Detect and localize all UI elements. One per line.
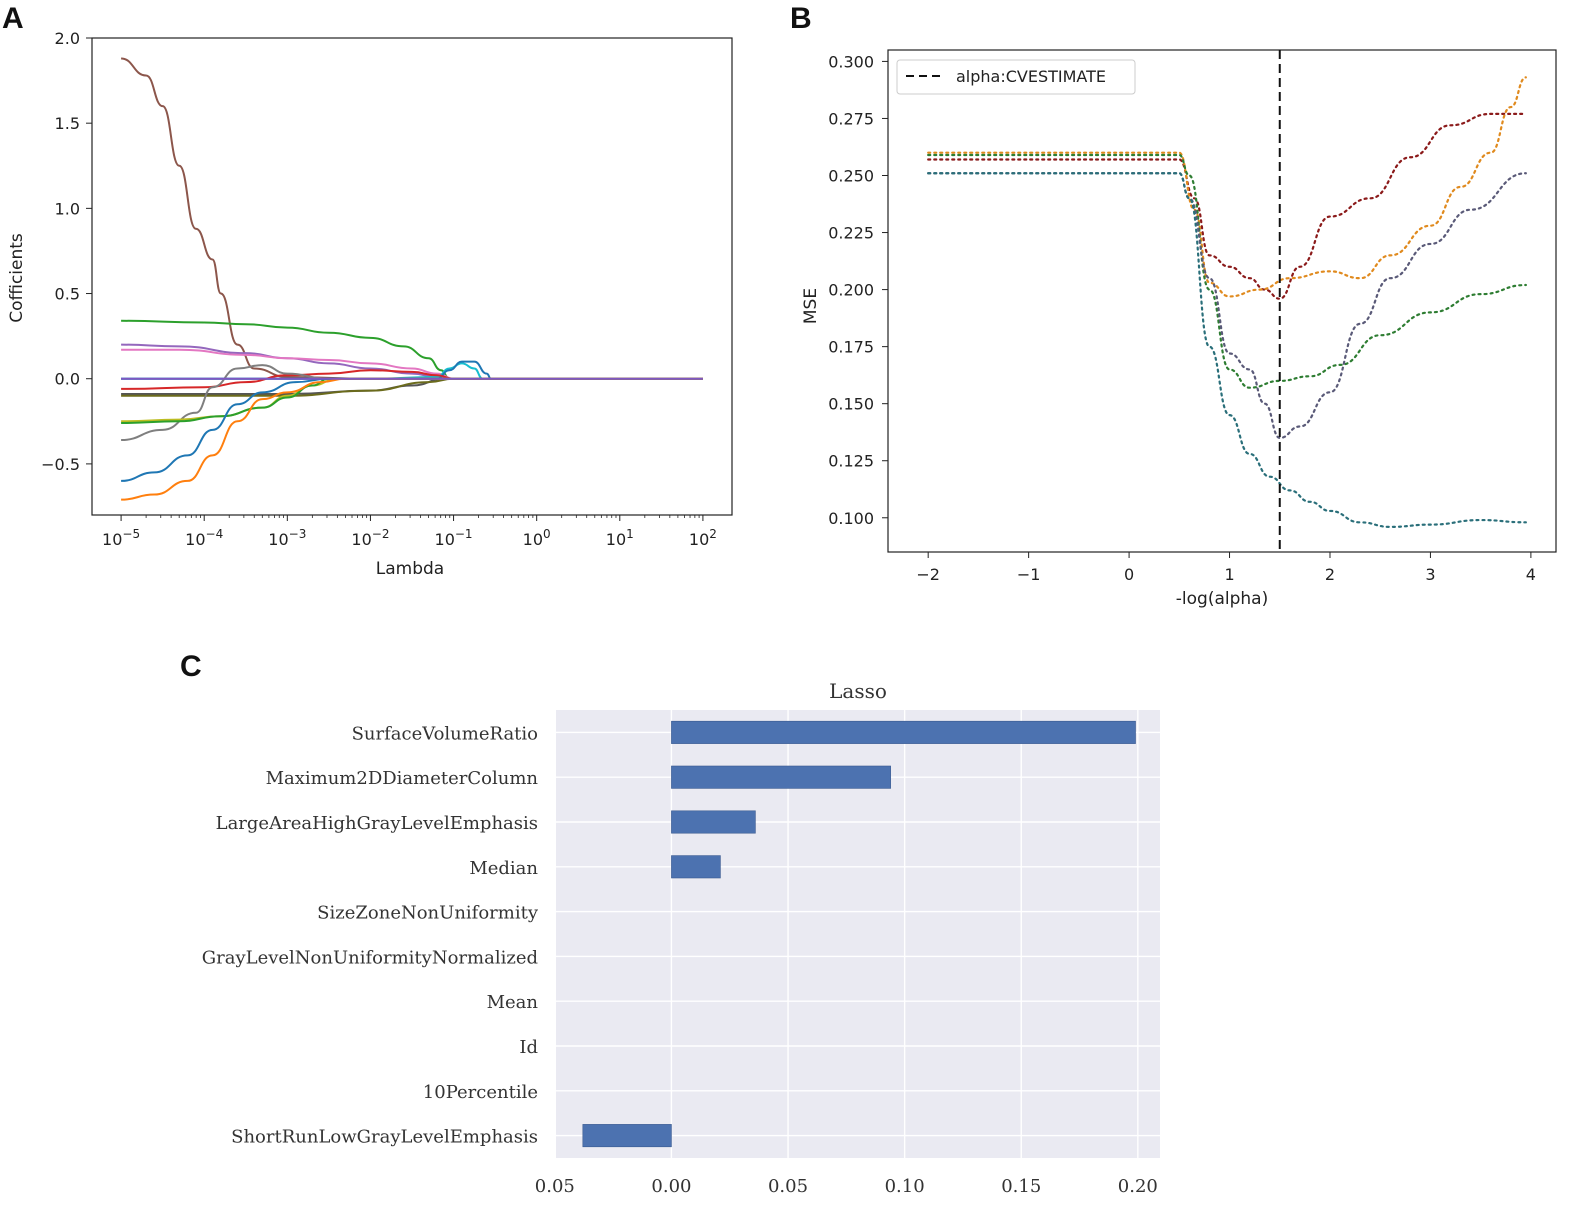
chart-b-xtick-label: 0: [1124, 565, 1134, 584]
chart-c: 0.05 0.00 0.05 0.10 0.15 0.20 SurfaceVolumeRat…: [202, 679, 1160, 1197]
chart-c-xtick-label: 0.10: [885, 1176, 925, 1197]
chart-c-category-label: ShortRunLowGrayLevelEmphasis: [231, 1127, 538, 1148]
chart-c-category-label: LargeAreaHighGrayLevelEmphasis: [216, 813, 538, 834]
chart-b-xlabel: -log(alpha): [1176, 589, 1268, 609]
chart-b-frame: [887, 49, 1557, 553]
chart-c-title: Lasso: [829, 679, 887, 703]
chart-a-ticks: 10−5 10−4 10−3 10−2 10−1 100 101 102 −0.5 0.0 0.5 1…: [41, 29, 717, 549]
chart-b-xtick-label: 4: [1526, 565, 1536, 584]
chart-a-ytick-label: 1.5: [55, 114, 80, 133]
panel-label-c: C: [180, 650, 202, 683]
chart-b-ytick-label: 0.175: [828, 338, 874, 357]
chart-a-xtick-label: 102: [689, 527, 717, 549]
chart-c-bars: [582, 720, 1136, 1148]
chart-a-xtick-label: 101: [606, 527, 634, 549]
chart-a: 10−5 10−4 10−3 10−2 10−1 100 101 102 −0.5 0.0 0.5 1…: [7, 29, 733, 579]
chart-a-xtick-label: 100: [523, 527, 551, 549]
chart-c-labels: 0.05 0.00 0.05 0.10 0.15 0.20 SurfaceVolumeRat…: [202, 723, 1158, 1197]
chart-a-xtick-label: 10−4: [185, 527, 223, 549]
chart-c-category-label: SizeZoneNonUniformity: [317, 903, 539, 924]
chart-b-xtick-label: 1: [1224, 565, 1234, 584]
panel-label-b: B: [790, 2, 812, 35]
chart-a-ytick-label: 1.0: [55, 199, 80, 218]
chart-b-series-red-dotted: [927, 112, 1527, 300]
chart-a-lines: [120, 57, 703, 501]
chart-b-xtick-label: −1: [1017, 565, 1041, 584]
chart-b-series-teal-dotted: [927, 172, 1527, 529]
chart-c-bar: [671, 810, 756, 834]
chart-a-xtick-label: 10−5: [102, 527, 140, 549]
chart-b-lines: [927, 76, 1527, 529]
chart-a-ytick-label: 2.0: [55, 29, 80, 48]
chart-c-xtick-label: 0.05: [535, 1176, 575, 1197]
chart-c-category-label: Mean: [487, 992, 539, 1013]
chart-a-xlabel: Lambda: [376, 559, 444, 579]
chart-b-legend-box: [896, 59, 1136, 95]
chart-b-ytick-label: 0.100: [828, 509, 874, 528]
chart-a-xtick-label: 10−3: [268, 527, 306, 549]
chart-b-ytick-label: 0.300: [828, 52, 874, 71]
chart-c-bar: [582, 1124, 672, 1148]
chart-b-ytick-label: 0.225: [828, 224, 874, 243]
chart-c-category-label: 10Percentile: [423, 1082, 538, 1103]
chart-c-category-label: Id: [519, 1037, 538, 1058]
chart-c-bar: [671, 855, 721, 879]
chart-b-xtick-label: 2: [1325, 565, 1335, 584]
chart-a-ytick-label: 0.5: [55, 285, 80, 304]
panel-label-a: A: [2, 2, 24, 35]
chart-a-ylabel: Cofficients: [7, 233, 27, 323]
chart-b-ylabel: MSE: [801, 288, 821, 324]
chart-c-xtick-label: 0.15: [1001, 1176, 1041, 1197]
chart-c-category-label: SurfaceVolumeRatio: [352, 723, 538, 744]
chart-b-legend: alpha:CVESTIMATE: [896, 59, 1136, 95]
chart-c-bar: [671, 765, 891, 789]
chart-b-ytick-label: 0.150: [828, 395, 874, 414]
chart-c-category-label: Median: [469, 858, 538, 879]
chart-b-series-green-dotted: [927, 153, 1527, 389]
chart-c-xtick-label: 0.00: [651, 1176, 691, 1197]
chart-a-ytick-label: −0.5: [41, 455, 80, 474]
chart-b-xtick-label: −2: [916, 565, 940, 584]
chart-b-xtick-label: 3: [1425, 565, 1435, 584]
chart-b-legend-label: alpha:CVESTIMATE: [956, 67, 1106, 86]
chart-b-ticks: −2 −1 0 1 2 3 4 0.100 0.125 0.150 0.175 0.200 0.225 0…: [828, 52, 1536, 584]
chart-b-ytick-label: 0.200: [828, 281, 874, 300]
chart-b-series-orange-dotted: [927, 76, 1527, 298]
chart-b-ytick-label: 0.275: [828, 109, 874, 128]
chart-b-ytick-label: 0.250: [828, 167, 874, 186]
chart-a-xtick-label: 10−1: [435, 527, 473, 549]
chart-b: −2 −1 0 1 2 3 4 0.100 0.125 0.150 0.175 0.200 0.225 0…: [801, 49, 1557, 609]
chart-a-ytick-label: 0.0: [55, 370, 80, 389]
chart-c-category-label: Maximum2DDiameterColumn: [266, 768, 539, 789]
chart-a-frame: [91, 37, 733, 516]
chart-c-xtick-label: 0.05: [768, 1176, 808, 1197]
chart-c-bar: [671, 720, 1136, 744]
chart-c-category-label: GrayLevelNonUniformityNormalized: [202, 947, 538, 968]
chart-c-xtick-label: 0.20: [1118, 1176, 1158, 1197]
chart-b-ytick-label: 0.125: [828, 452, 874, 471]
chart-a-xtick-label: 10−2: [351, 527, 389, 549]
